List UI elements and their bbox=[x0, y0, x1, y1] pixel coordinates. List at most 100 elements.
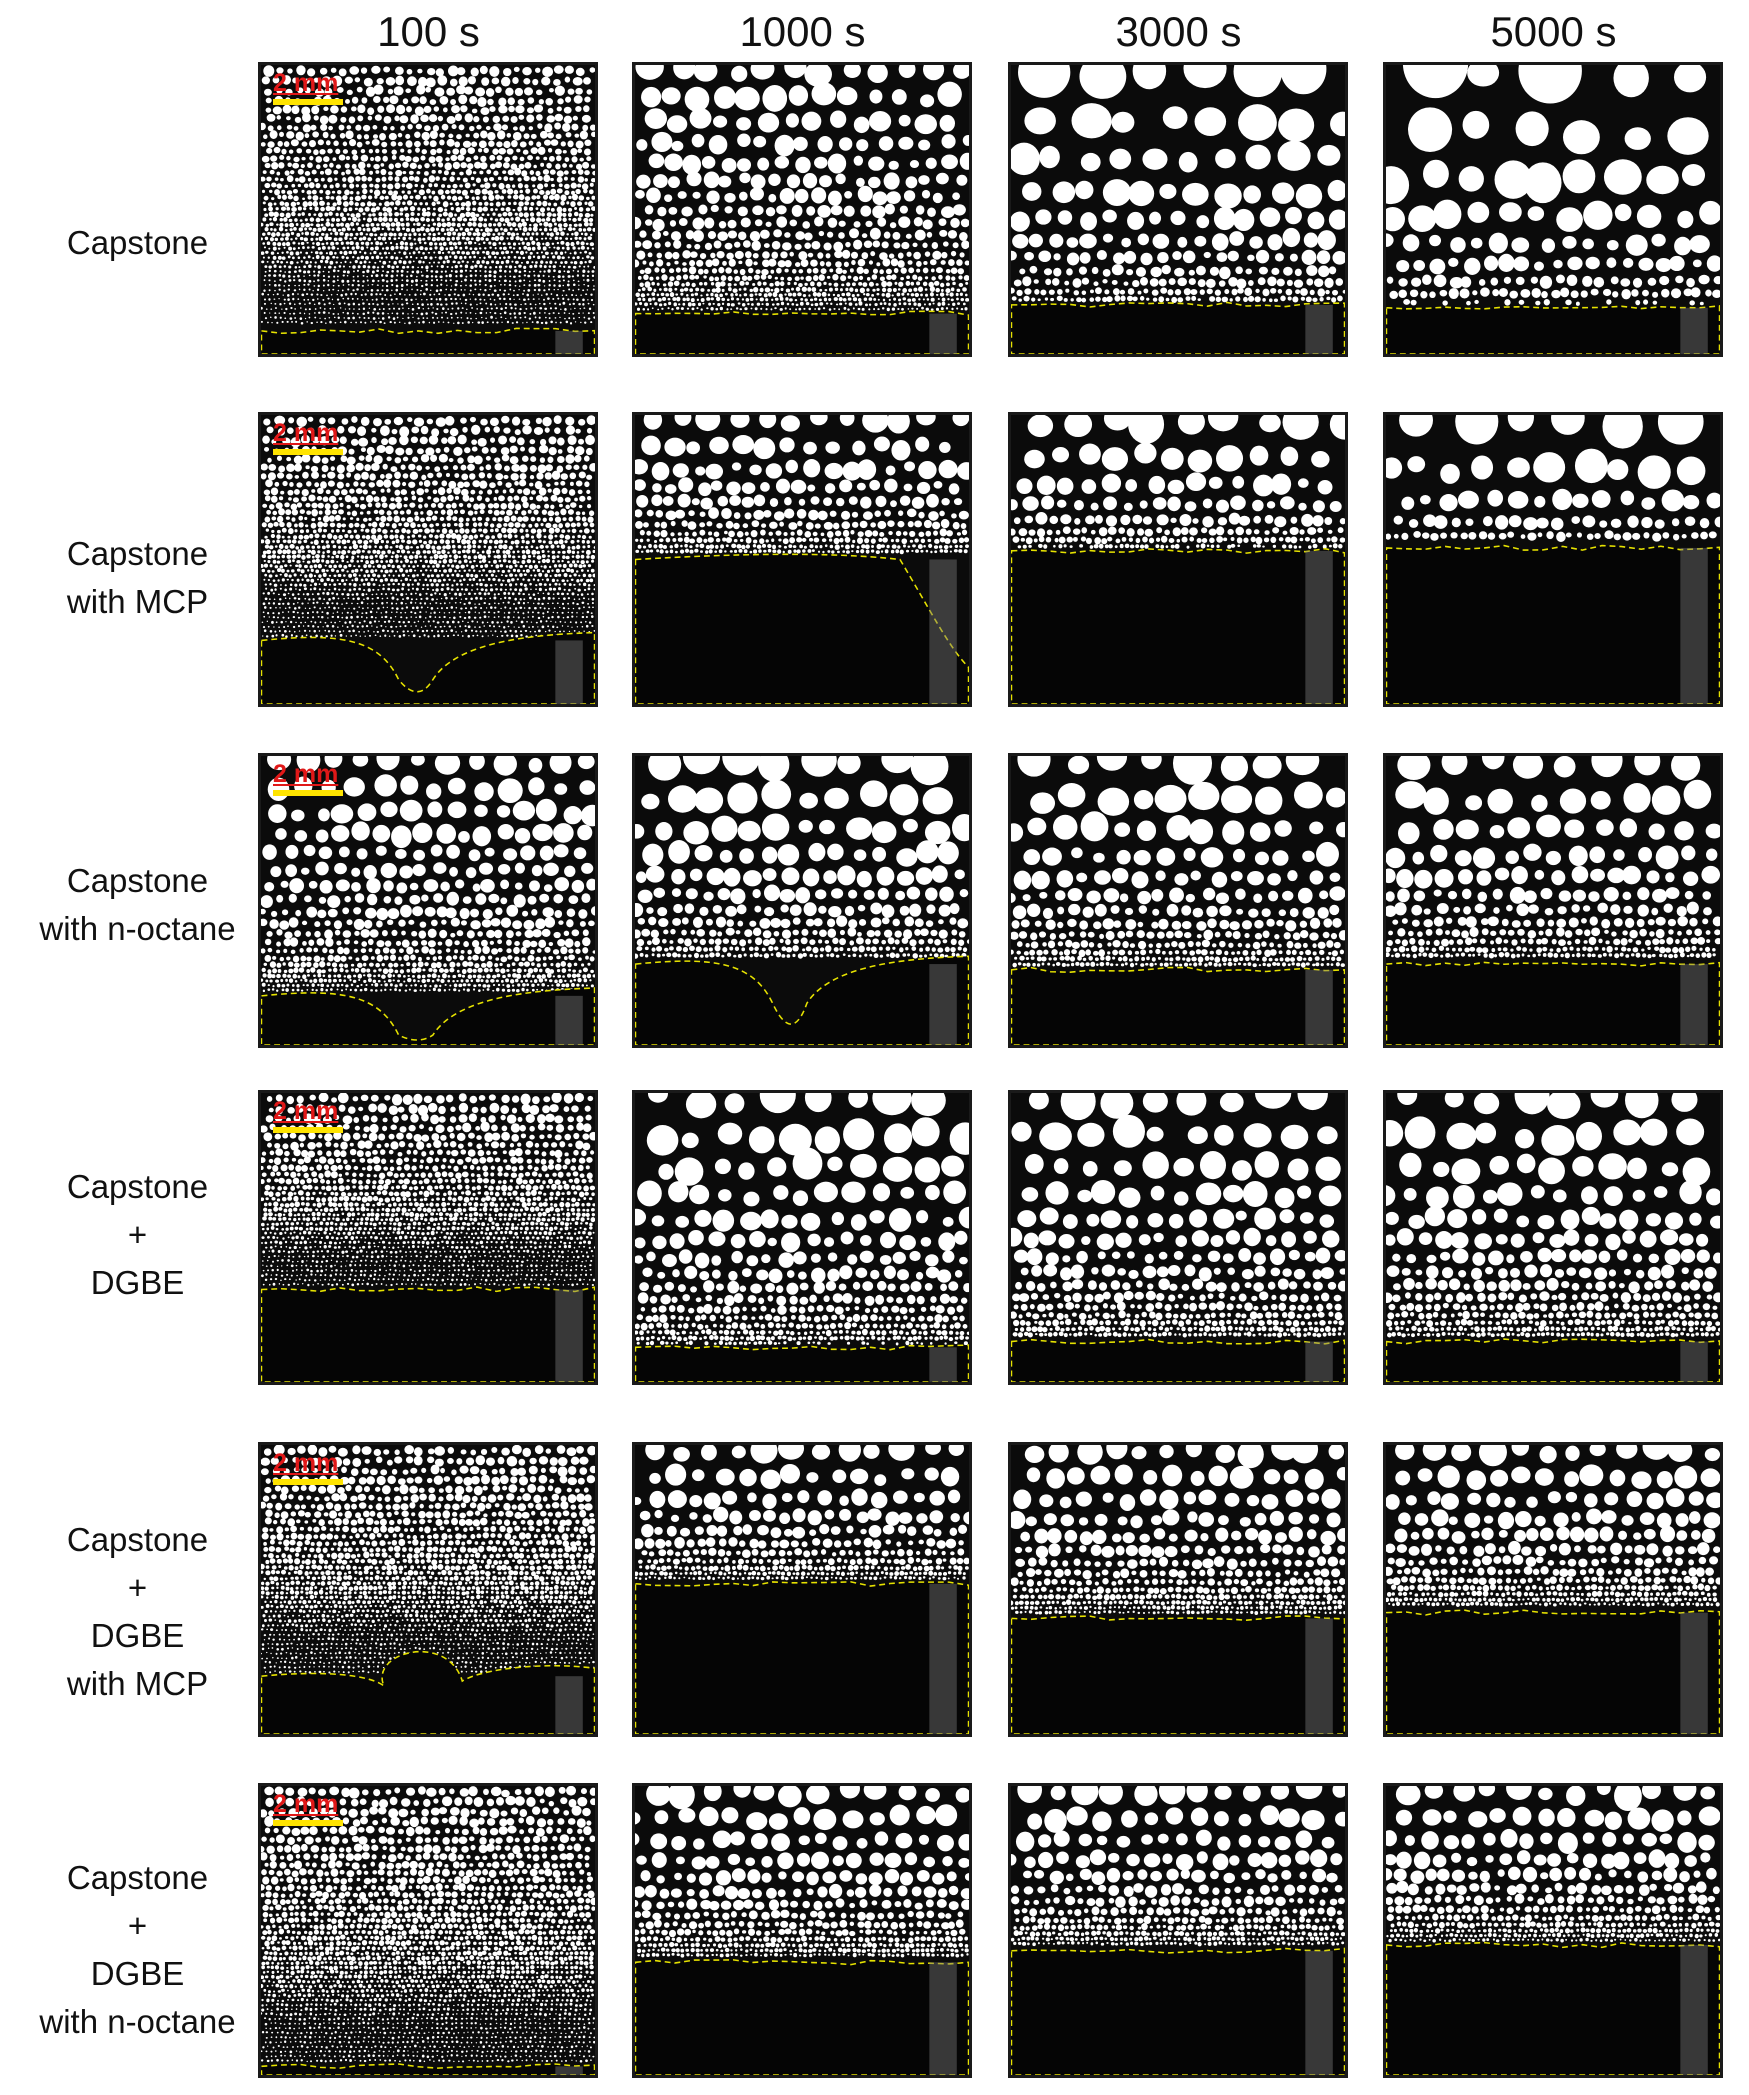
liquid-interface bbox=[635, 310, 969, 354]
foam-panel bbox=[1383, 753, 1723, 1048]
liquid-interface bbox=[1386, 1609, 1720, 1734]
liquid-interface bbox=[1011, 966, 1345, 1045]
foam-panel bbox=[1383, 412, 1723, 707]
liquid-interface bbox=[1386, 961, 1720, 1045]
liquid-interface bbox=[1386, 1941, 1720, 2075]
foam-panel: 2 mm bbox=[258, 1442, 598, 1737]
scale-bar-label: 2 mm bbox=[273, 1449, 339, 1477]
bubbles bbox=[635, 65, 969, 312]
foam-image bbox=[1386, 415, 1720, 704]
reflection-highlight bbox=[929, 559, 957, 704]
row-label-3: Capstone + DGBE bbox=[10, 1163, 265, 1307]
row-label-line: DGBE bbox=[90, 1264, 185, 1301]
liquid-interface bbox=[1011, 1615, 1345, 1734]
foam-image bbox=[1011, 1445, 1345, 1734]
scale-bar bbox=[273, 1127, 343, 1133]
foam-panel: 2 mm bbox=[258, 1090, 598, 1385]
reflection-highlight bbox=[555, 330, 583, 354]
column-header-2: 3000 s bbox=[1115, 8, 1242, 55]
bubbles bbox=[261, 756, 595, 993]
row-label-line: Capstone bbox=[66, 1521, 209, 1558]
row-label-line: with n-octane bbox=[39, 910, 236, 947]
bubbles bbox=[261, 65, 595, 325]
reflection-highlight bbox=[929, 1962, 957, 2075]
foam-panel: 2 mm bbox=[258, 753, 598, 1048]
row-label-0: Capstone bbox=[10, 219, 265, 267]
row-label-line: Capstone bbox=[66, 224, 209, 261]
reflection-highlight bbox=[929, 313, 957, 354]
foam-panel bbox=[632, 1090, 972, 1385]
liquid-interface bbox=[261, 2063, 595, 2075]
scale-bar bbox=[273, 1479, 343, 1485]
liquid-interface bbox=[261, 631, 595, 704]
reflection-highlight bbox=[1305, 550, 1333, 704]
foam-image bbox=[635, 1093, 969, 1382]
reflection-highlight bbox=[1305, 1950, 1333, 2075]
scale-bar bbox=[273, 449, 343, 455]
reflection-highlight bbox=[1680, 307, 1708, 354]
bubbles bbox=[635, 415, 969, 555]
reflection-highlight bbox=[1305, 304, 1333, 354]
reflection-highlight bbox=[1305, 1341, 1333, 1382]
foam-panel bbox=[1008, 1090, 1348, 1385]
foam-panel bbox=[1008, 412, 1348, 707]
foam-panel bbox=[1008, 1783, 1348, 2078]
foam-panel bbox=[632, 62, 972, 357]
foam-panel bbox=[1008, 1442, 1348, 1737]
liquid-interface bbox=[635, 553, 969, 704]
foam-image bbox=[1386, 1445, 1720, 1734]
liquid-interface bbox=[1011, 1947, 1345, 2075]
scale-bar bbox=[273, 99, 343, 105]
foam-panel: 2 mm bbox=[258, 412, 598, 707]
foam-image bbox=[261, 756, 595, 1045]
row-label-line: Capstone bbox=[66, 1168, 209, 1205]
row-label-line: DGBE bbox=[90, 1955, 185, 1992]
bubbles bbox=[261, 1445, 595, 1674]
row-label-line: + bbox=[127, 1569, 148, 1606]
bubbles bbox=[1386, 65, 1720, 306]
liquid-interface bbox=[1386, 305, 1720, 354]
bubbles bbox=[1011, 1093, 1345, 1338]
foam-panel bbox=[632, 412, 972, 707]
bubbles bbox=[1386, 415, 1720, 543]
foam-image bbox=[261, 65, 595, 354]
reflection-highlight bbox=[555, 1289, 583, 1382]
reflection-highlight bbox=[555, 640, 583, 704]
scale-bar-label: 2 mm bbox=[273, 1790, 339, 1818]
row-label-line: with n-octane bbox=[39, 2003, 236, 2040]
foam-image bbox=[1386, 65, 1720, 354]
row-label-line: Capstone bbox=[66, 862, 209, 899]
foam-image bbox=[635, 415, 969, 704]
liquid-interface bbox=[635, 955, 969, 1045]
reflection-highlight bbox=[1680, 1341, 1708, 1382]
row-label-2: Capstone with n-octane bbox=[10, 857, 265, 953]
foam-image bbox=[1011, 1093, 1345, 1382]
foam-panel bbox=[1008, 753, 1348, 1048]
foam-panel bbox=[632, 1783, 972, 2078]
reflection-highlight bbox=[1305, 1618, 1333, 1734]
foam-panel bbox=[1383, 62, 1723, 357]
liquid-interface bbox=[635, 1581, 969, 1734]
bubbles bbox=[635, 1445, 969, 1581]
liquid-interface bbox=[261, 1650, 595, 1734]
bubbles bbox=[1386, 756, 1720, 959]
reflection-highlight bbox=[929, 1347, 957, 1382]
foam-image bbox=[1011, 65, 1345, 354]
bubbles bbox=[1011, 756, 1345, 968]
foam-image bbox=[1386, 756, 1720, 1045]
foam-image bbox=[635, 1786, 969, 2075]
row-label-line: Capstone bbox=[66, 1859, 209, 1896]
reflection-highlight bbox=[1680, 1944, 1708, 2075]
reflection-highlight bbox=[1680, 964, 1708, 1045]
row-label-1: Capstone with MCP bbox=[10, 530, 265, 626]
foam-panel bbox=[632, 753, 972, 1048]
reflection-highlight bbox=[555, 2066, 583, 2075]
liquid-interface bbox=[635, 1959, 969, 2075]
column-header-3: 5000 s bbox=[1490, 8, 1617, 55]
scale-bar-label: 2 mm bbox=[273, 760, 339, 788]
foam-image bbox=[1011, 415, 1345, 704]
liquid-interface bbox=[261, 327, 595, 354]
foam-image bbox=[635, 756, 969, 1045]
foam-panel bbox=[632, 1442, 972, 1737]
bubbles bbox=[1011, 65, 1345, 303]
